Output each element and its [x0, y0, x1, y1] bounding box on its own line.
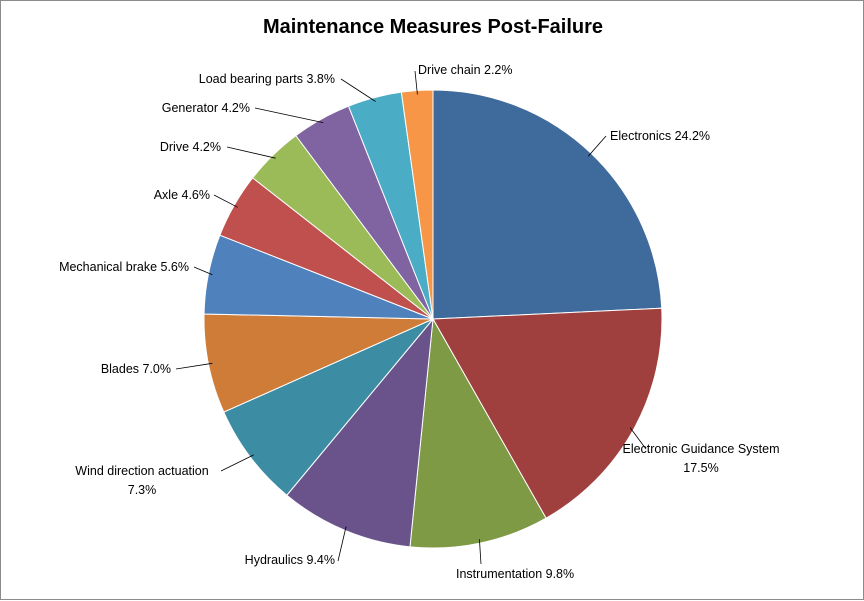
- leader-line: [213, 194, 238, 208]
- leader-line: [479, 539, 482, 565]
- leader-line: [220, 454, 254, 472]
- slice-label: Hydraulics 9.4%: [245, 553, 335, 567]
- pie-slice-hydraulics: [286, 317, 434, 548]
- slice-label: Mechanical brake 5.6%: [59, 260, 189, 274]
- leader-line: [193, 266, 213, 276]
- pie-slice-electronic-guidance-system: [432, 307, 663, 519]
- leader-line: [414, 70, 418, 95]
- chart-title: Maintenance Measures Post-Failure: [263, 16, 603, 38]
- slice-label: Generator 4.2%: [162, 101, 250, 115]
- pie-slices: [203, 89, 663, 549]
- pie-slice-wind-direction-actuation: [223, 318, 434, 496]
- slice-labels: Electronics 24.2% Electronic Guidance Sys…: [59, 63, 779, 581]
- slice-label: Axle 4.6%: [154, 188, 210, 202]
- slice-label: Electronics 24.2%: [610, 129, 710, 143]
- slice-label: Drive 4.2%: [160, 140, 221, 154]
- pie-slice-instrumentation: [409, 317, 547, 549]
- leader-line: [337, 526, 347, 562]
- leader-line: [226, 146, 276, 159]
- slice-label: Load bearing parts 3.8%: [199, 72, 335, 86]
- pie-slice-electronics: [432, 89, 663, 320]
- slice-label: Electronic Guidance System 17.5%: [622, 442, 779, 475]
- slice-label: Instrumentation 9.8%: [456, 567, 574, 581]
- leader-line: [629, 427, 647, 450]
- slice-label: Blades 7.0%: [101, 362, 171, 376]
- slice-label: Drive chain 2.2%: [418, 63, 513, 77]
- leader-line: [254, 107, 324, 123]
- leader-lines: [175, 70, 647, 565]
- leader-line: [587, 135, 607, 157]
- leader-line: [175, 362, 213, 370]
- leader-line: [340, 78, 376, 102]
- slice-label: Wind direction actuation 7.3%: [75, 464, 208, 497]
